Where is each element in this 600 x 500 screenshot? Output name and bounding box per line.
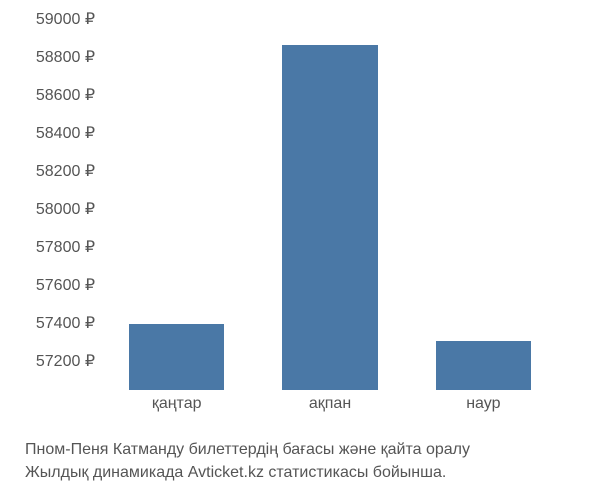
bar	[129, 324, 224, 390]
y-tick-label: 58000 ₽	[0, 202, 95, 218]
y-tick-label: 58200 ₽	[0, 164, 95, 180]
x-axis: қаңтар ақпан наур	[100, 395, 560, 420]
price-bar-chart: 57200 ₽ 57400 ₽ 57600 ₽ 57800 ₽ 58000 ₽ 58200…	[0, 0, 600, 500]
x-tick-label: қаңтар	[152, 395, 202, 413]
bar	[282, 45, 377, 390]
x-tick-label: наур	[466, 395, 500, 413]
y-tick-label: 57800 ₽	[0, 240, 95, 256]
y-tick-label: 58600 ₽	[0, 88, 95, 104]
bar	[436, 341, 531, 390]
y-tick-label: 57400 ₽	[0, 316, 95, 332]
x-tick-label: ақпан	[309, 395, 351, 413]
y-tick-label: 58800 ₽	[0, 50, 95, 66]
caption-line-1: Пном-Пеня Катманду билеттердің бағасы жә…	[25, 438, 600, 461]
chart-caption: Пном-Пеня Катманду билеттердің бағасы жә…	[25, 438, 600, 484]
y-tick-label: 57200 ₽	[0, 354, 95, 370]
y-tick-label: 59000 ₽	[0, 12, 95, 28]
y-tick-label: 58400 ₽	[0, 126, 95, 142]
bars-group	[100, 20, 560, 390]
y-tick-label: 57600 ₽	[0, 278, 95, 294]
plot-area	[100, 20, 560, 390]
caption-line-2: Жылдық динамикада Avticket.kz статистика…	[25, 461, 600, 484]
y-axis: 57200 ₽ 57400 ₽ 57600 ₽ 57800 ₽ 58000 ₽ 58200…	[0, 20, 95, 390]
